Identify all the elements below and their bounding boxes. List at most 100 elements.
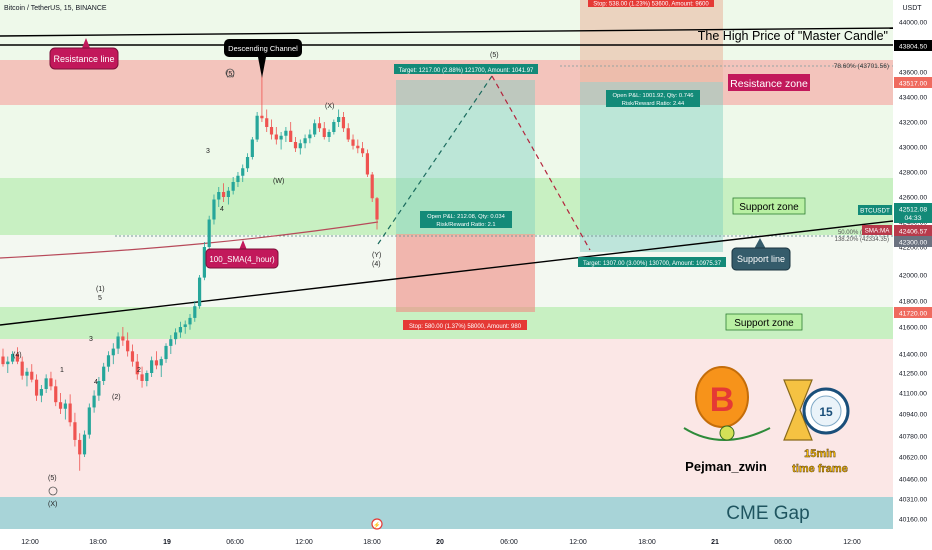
fib-top-label: 78.60% (43701.56) bbox=[834, 63, 889, 70]
support-zone-lower-callout bbox=[725, 313, 803, 331]
price-tick-label: 43400.00 bbox=[899, 95, 928, 102]
time-tick-label: 12:00 bbox=[21, 539, 39, 546]
candle-body bbox=[274, 134, 278, 140]
candle-body bbox=[25, 371, 29, 376]
short-position-loss-box bbox=[580, 0, 723, 82]
candle-body bbox=[236, 175, 240, 182]
candle-body bbox=[361, 148, 365, 154]
price-tick-label: 42200.00 bbox=[899, 245, 928, 252]
candle-body bbox=[365, 153, 370, 175]
wave-label: (Y) bbox=[372, 252, 381, 259]
time-tick-label: 20 bbox=[436, 539, 444, 546]
candle-body bbox=[255, 115, 259, 140]
candle-body bbox=[298, 143, 302, 149]
price-tick-label: 41800.00 bbox=[899, 299, 928, 306]
candle-body bbox=[193, 306, 197, 318]
high-price-label: The High Price of "Master Candle" bbox=[698, 29, 888, 43]
candle-body bbox=[178, 327, 183, 333]
short-position-profit-box bbox=[580, 82, 723, 252]
support-top-price-badge bbox=[894, 236, 932, 247]
time-tick-label: 12:00 bbox=[843, 539, 861, 546]
candle-body bbox=[169, 339, 173, 346]
price-tick-label: 42600.00 bbox=[899, 195, 928, 202]
short-stop-badge bbox=[588, 0, 714, 7]
short-target-text: Target: 1307.00 (3.00%) 130700, Amount: … bbox=[583, 261, 722, 267]
support-line-label: Support line bbox=[737, 254, 785, 264]
price-tick-label: 42800.00 bbox=[899, 170, 928, 177]
long-stop-text: Stop: 580.00 (1.37%) 58000, Amount: 980 bbox=[409, 324, 522, 330]
support-line-callout bbox=[731, 247, 791, 271]
candle-body bbox=[327, 132, 331, 137]
wave-label: 2 bbox=[137, 367, 141, 374]
flower-icon bbox=[719, 425, 735, 441]
high-line-price: 43804.50 bbox=[899, 44, 928, 51]
btc-name-badge bbox=[858, 205, 892, 215]
candle-body bbox=[87, 407, 91, 435]
candle-body bbox=[332, 122, 336, 132]
descending-channel-callout bbox=[224, 39, 302, 57]
price-axis-area bbox=[893, 0, 932, 529]
currency-label: USDT bbox=[902, 5, 922, 12]
candle-body bbox=[130, 351, 135, 362]
wave-label: 4 bbox=[94, 379, 98, 386]
sma-line bbox=[0, 221, 379, 259]
wave-circle-marker bbox=[48, 486, 58, 496]
candle-body bbox=[54, 386, 58, 403]
candle-body bbox=[102, 366, 106, 381]
candle-body bbox=[269, 127, 274, 135]
candle-body bbox=[308, 134, 312, 139]
price-tick-label: 43000.00 bbox=[899, 145, 928, 152]
event-flag-glyph: ⚡ bbox=[373, 521, 380, 529]
wave-label: (5) bbox=[48, 475, 57, 482]
descending-channel-label: Descending Channel bbox=[228, 44, 298, 53]
candle-body bbox=[245, 157, 250, 169]
price-tick-label: 44000.00 bbox=[899, 20, 928, 27]
price-tick-label: 40780.00 bbox=[899, 434, 928, 441]
candle-body bbox=[1, 356, 5, 365]
long-info-badge bbox=[420, 211, 512, 228]
price-tick-label: 42000.00 bbox=[899, 273, 928, 280]
price-badges: 43804.50 43517.00 BTCUSDT 42512.08 04:33… bbox=[858, 40, 932, 318]
support-zone-lower-label: Support zone bbox=[734, 318, 794, 329]
candle-body bbox=[341, 117, 346, 129]
candle-body bbox=[6, 361, 10, 365]
support-line bbox=[0, 220, 894, 326]
resistance-line-callout-arrow bbox=[82, 38, 90, 48]
resistance-price: 43517.00 bbox=[899, 81, 928, 88]
candle-body bbox=[78, 439, 82, 455]
candle-body bbox=[265, 118, 269, 127]
candle-body bbox=[188, 317, 192, 325]
author-name: Pejman_zwin bbox=[685, 459, 767, 474]
support-bottom-price-badge bbox=[894, 307, 932, 318]
btc-name: BTCUSDT bbox=[860, 208, 890, 215]
time-tick-label: 06:00 bbox=[774, 539, 792, 546]
time-tick-label: 19 bbox=[163, 539, 171, 546]
sma-price-badge bbox=[894, 225, 932, 236]
candle-body bbox=[231, 182, 235, 191]
resistance-line-upper bbox=[0, 27, 894, 37]
long-target-badge bbox=[394, 64, 538, 74]
candle-body bbox=[145, 373, 149, 381]
price-tick-label: 40620.00 bbox=[899, 455, 928, 462]
clock-face-icon bbox=[810, 395, 842, 427]
time-tick-label: 18:00 bbox=[89, 539, 107, 546]
candle-body bbox=[217, 192, 221, 200]
candle-body bbox=[30, 371, 34, 380]
candle-body bbox=[58, 402, 63, 409]
resistance-price-badge bbox=[894, 77, 932, 88]
long-stop-badge bbox=[403, 320, 527, 330]
wave-circle-marker bbox=[225, 68, 235, 78]
event-flag-icon[interactable] bbox=[371, 518, 383, 530]
sma-callout-arrow bbox=[239, 240, 247, 250]
candle-body bbox=[197, 277, 202, 307]
candle-body bbox=[140, 374, 144, 381]
short-info-badge bbox=[606, 90, 700, 107]
resistance-zone-callout bbox=[728, 74, 810, 91]
btc-timer: 04:33 bbox=[904, 215, 921, 222]
candle-body bbox=[284, 130, 288, 136]
candle-body bbox=[63, 403, 67, 409]
candle-body bbox=[375, 198, 379, 220]
candle-body bbox=[303, 138, 307, 144]
wave-label: 3 bbox=[206, 148, 210, 155]
